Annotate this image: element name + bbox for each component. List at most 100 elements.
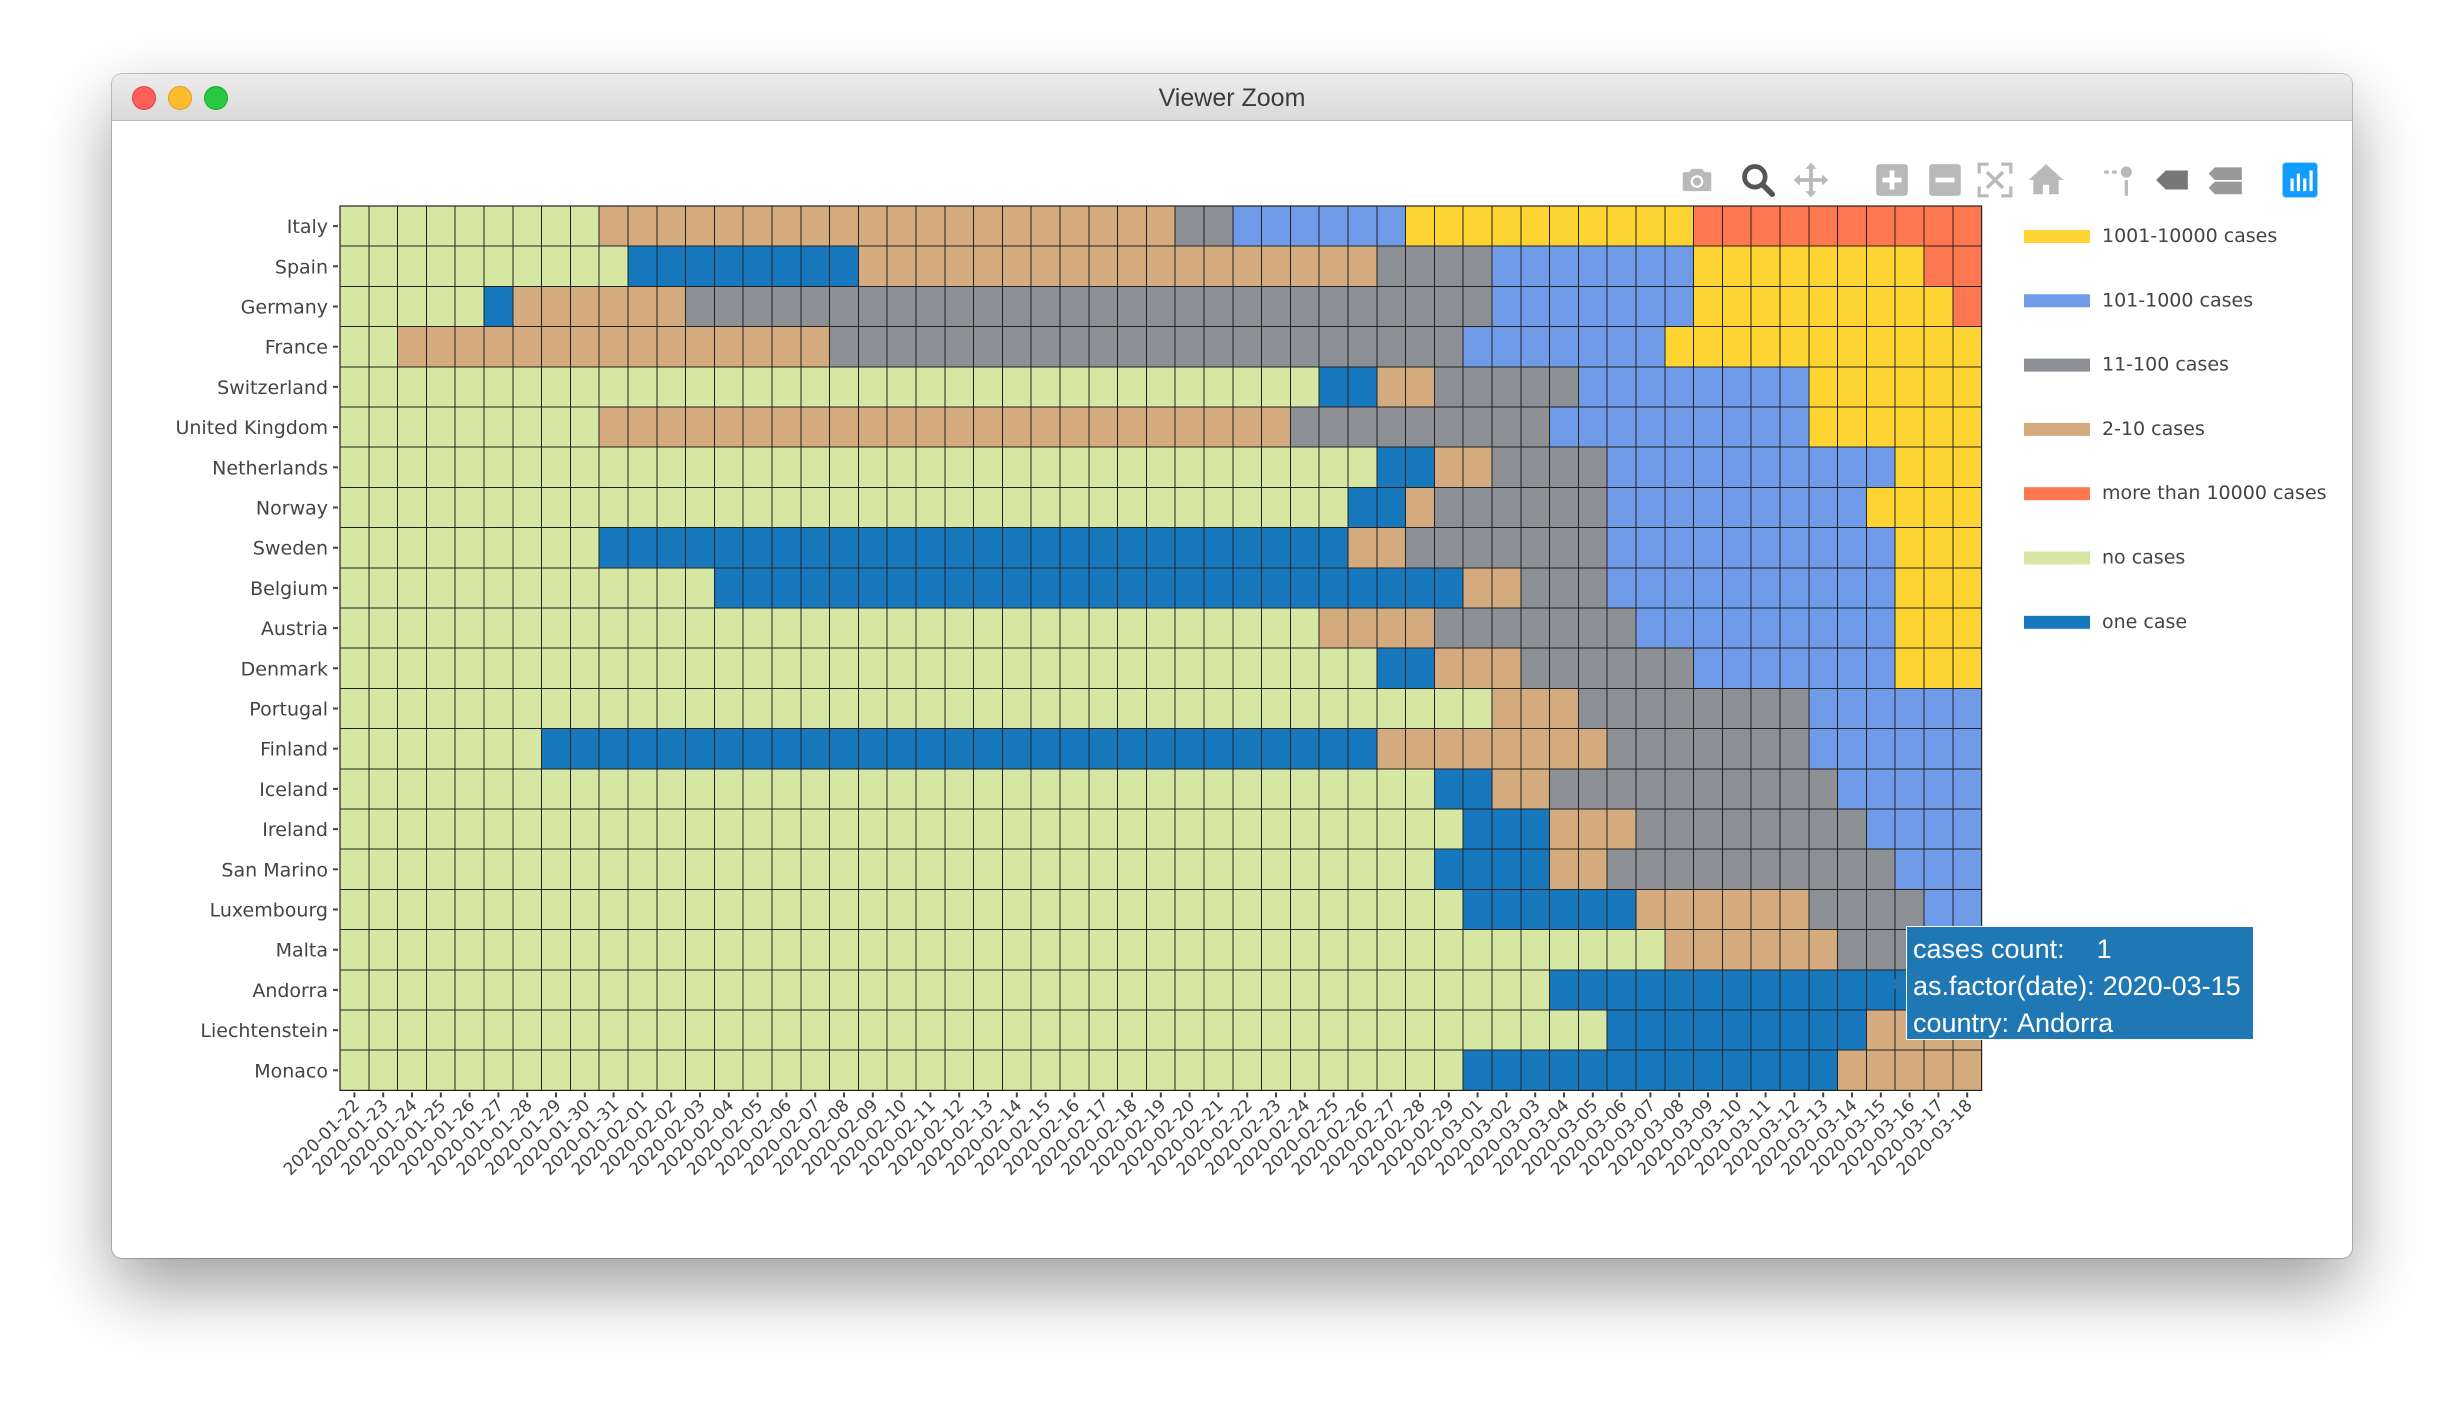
- heatmap-cell[interactable]: [886, 527, 917, 569]
- heatmap-cell[interactable]: [339, 1009, 370, 1051]
- heatmap-cell[interactable]: [1347, 808, 1378, 850]
- heatmap-cell[interactable]: [1347, 285, 1378, 328]
- heatmap-cell[interactable]: [627, 486, 658, 529]
- heatmap-cell[interactable]: [973, 406, 1003, 448]
- heatmap-cell[interactable]: [1808, 768, 1839, 810]
- heatmap-cell[interactable]: [1318, 245, 1349, 287]
- heatmap-cell[interactable]: [1549, 406, 1579, 448]
- heatmap-cell[interactable]: [1405, 1049, 1435, 1091]
- heatmap-cell[interactable]: [742, 245, 773, 287]
- heatmap-cell[interactable]: [886, 205, 917, 247]
- heatmap-cell[interactable]: [1174, 808, 1205, 850]
- heatmap-cell[interactable]: [425, 888, 456, 931]
- heatmap-cell[interactable]: [1088, 848, 1119, 890]
- heatmap-cell[interactable]: [685, 607, 715, 649]
- heatmap-cell[interactable]: [1174, 1049, 1205, 1091]
- heatmap-cell[interactable]: [915, 446, 946, 488]
- heatmap-cell[interactable]: [1001, 285, 1032, 328]
- heatmap-cell[interactable]: [1865, 768, 1896, 810]
- heatmap-cell[interactable]: [512, 929, 543, 971]
- heatmap-cell[interactable]: [1347, 687, 1378, 730]
- heatmap-cell[interactable]: [1030, 848, 1061, 890]
- heatmap-cell[interactable]: [1865, 848, 1896, 890]
- heatmap-cell[interactable]: [1433, 245, 1464, 287]
- heatmap-cell[interactable]: [1232, 888, 1263, 931]
- heatmap-cell[interactable]: [1865, 808, 1896, 850]
- heatmap-cell[interactable]: [1376, 848, 1407, 890]
- heatmap-cell[interactable]: [1462, 687, 1493, 730]
- heatmap-cell[interactable]: [1923, 366, 1954, 408]
- heatmap-cell[interactable]: [512, 366, 543, 408]
- heatmap-cell[interactable]: [713, 929, 744, 971]
- heatmap-cell[interactable]: [1117, 848, 1147, 890]
- heatmap-cell[interactable]: [1001, 808, 1032, 850]
- heatmap-cell[interactable]: [1865, 567, 1896, 609]
- heatmap-cell[interactable]: [829, 1009, 859, 1051]
- heatmap-cell[interactable]: [1289, 888, 1320, 931]
- heatmap-cell[interactable]: [1577, 768, 1608, 810]
- heatmap-cell[interactable]: [425, 848, 456, 890]
- heatmap-cell[interactable]: [541, 285, 571, 328]
- heatmap-cell[interactable]: [1923, 808, 1954, 850]
- heatmap-cell[interactable]: [944, 486, 975, 529]
- heatmap-cell[interactable]: [1318, 647, 1349, 689]
- heatmap-cell[interactable]: [1030, 969, 1061, 1011]
- heatmap-cell[interactable]: [829, 687, 859, 730]
- heatmap-cell[interactable]: [1030, 205, 1061, 247]
- heatmap-cell[interactable]: [713, 808, 744, 850]
- heatmap-cell[interactable]: [886, 929, 917, 971]
- heatmap-cell[interactable]: [1491, 326, 1522, 368]
- heatmap-cell[interactable]: [1865, 607, 1896, 649]
- heatmap-cell[interactable]: [1289, 1049, 1320, 1091]
- heatmap-cell[interactable]: [1405, 969, 1435, 1011]
- heatmap-cell[interactable]: [1721, 446, 1752, 488]
- heatmap-cell[interactable]: [1520, 728, 1551, 770]
- heatmap-cell[interactable]: [1491, 527, 1522, 569]
- heatmap-cell[interactable]: [1405, 486, 1435, 529]
- heatmap-cell[interactable]: [1318, 446, 1349, 488]
- heatmap-cell[interactable]: [1693, 285, 1723, 328]
- heatmap-cell[interactable]: [1232, 527, 1263, 569]
- heatmap-cell[interactable]: [1693, 1009, 1723, 1051]
- heatmap-cell[interactable]: [1289, 567, 1320, 609]
- heatmap-cell[interactable]: [886, 687, 917, 730]
- heatmap-cell[interactable]: [1721, 969, 1752, 1011]
- heatmap-cell[interactable]: [1606, 245, 1637, 287]
- heatmap-cell[interactable]: [1462, 1049, 1493, 1091]
- heatmap-cell[interactable]: [512, 326, 543, 368]
- heatmap-cell[interactable]: [598, 768, 629, 810]
- heatmap-cell[interactable]: [1606, 285, 1637, 328]
- heatmap-cell[interactable]: [1030, 285, 1061, 328]
- heatmap-cell[interactable]: [1894, 647, 1925, 689]
- heatmap-cell[interactable]: [1779, 285, 1810, 328]
- heatmap-cell[interactable]: [1462, 808, 1493, 850]
- heatmap-cell[interactable]: [1664, 486, 1695, 529]
- heatmap-cell[interactable]: [627, 607, 658, 649]
- heatmap-cell[interactable]: [1001, 848, 1032, 890]
- heatmap-cell[interactable]: [1059, 446, 1090, 488]
- heatmap-cell[interactable]: [1837, 728, 1867, 770]
- heatmap-cell[interactable]: [944, 1009, 975, 1051]
- heatmap-cell[interactable]: [1347, 406, 1378, 448]
- heatmap-cell[interactable]: [915, 527, 946, 569]
- heatmap-cell[interactable]: [1923, 486, 1954, 529]
- heatmap-cell[interactable]: [973, 1049, 1003, 1091]
- heatmap-cell[interactable]: [800, 728, 831, 770]
- heatmap-cell[interactable]: [800, 567, 831, 609]
- heatmap-cell[interactable]: [397, 527, 427, 569]
- heatmap-cell[interactable]: [454, 326, 485, 368]
- heatmap-cell[interactable]: [1318, 1049, 1349, 1091]
- heatmap-cell[interactable]: [339, 326, 370, 368]
- heatmap-cell[interactable]: [1462, 768, 1493, 810]
- heatmap-cell[interactable]: [512, 446, 543, 488]
- heatmap-cell[interactable]: [742, 285, 773, 328]
- heatmap-cell[interactable]: [1203, 326, 1234, 368]
- heatmap-cell[interactable]: [1865, 406, 1896, 448]
- spike-lines-icon[interactable]: [2100, 160, 2140, 200]
- heatmap-cell[interactable]: [1232, 446, 1263, 488]
- heatmap-cell[interactable]: [368, 929, 399, 971]
- heatmap-cell[interactable]: [339, 768, 370, 810]
- heatmap-cell[interactable]: [1779, 848, 1810, 890]
- heatmap-cell[interactable]: [1289, 406, 1320, 448]
- heatmap-cell[interactable]: [685, 768, 715, 810]
